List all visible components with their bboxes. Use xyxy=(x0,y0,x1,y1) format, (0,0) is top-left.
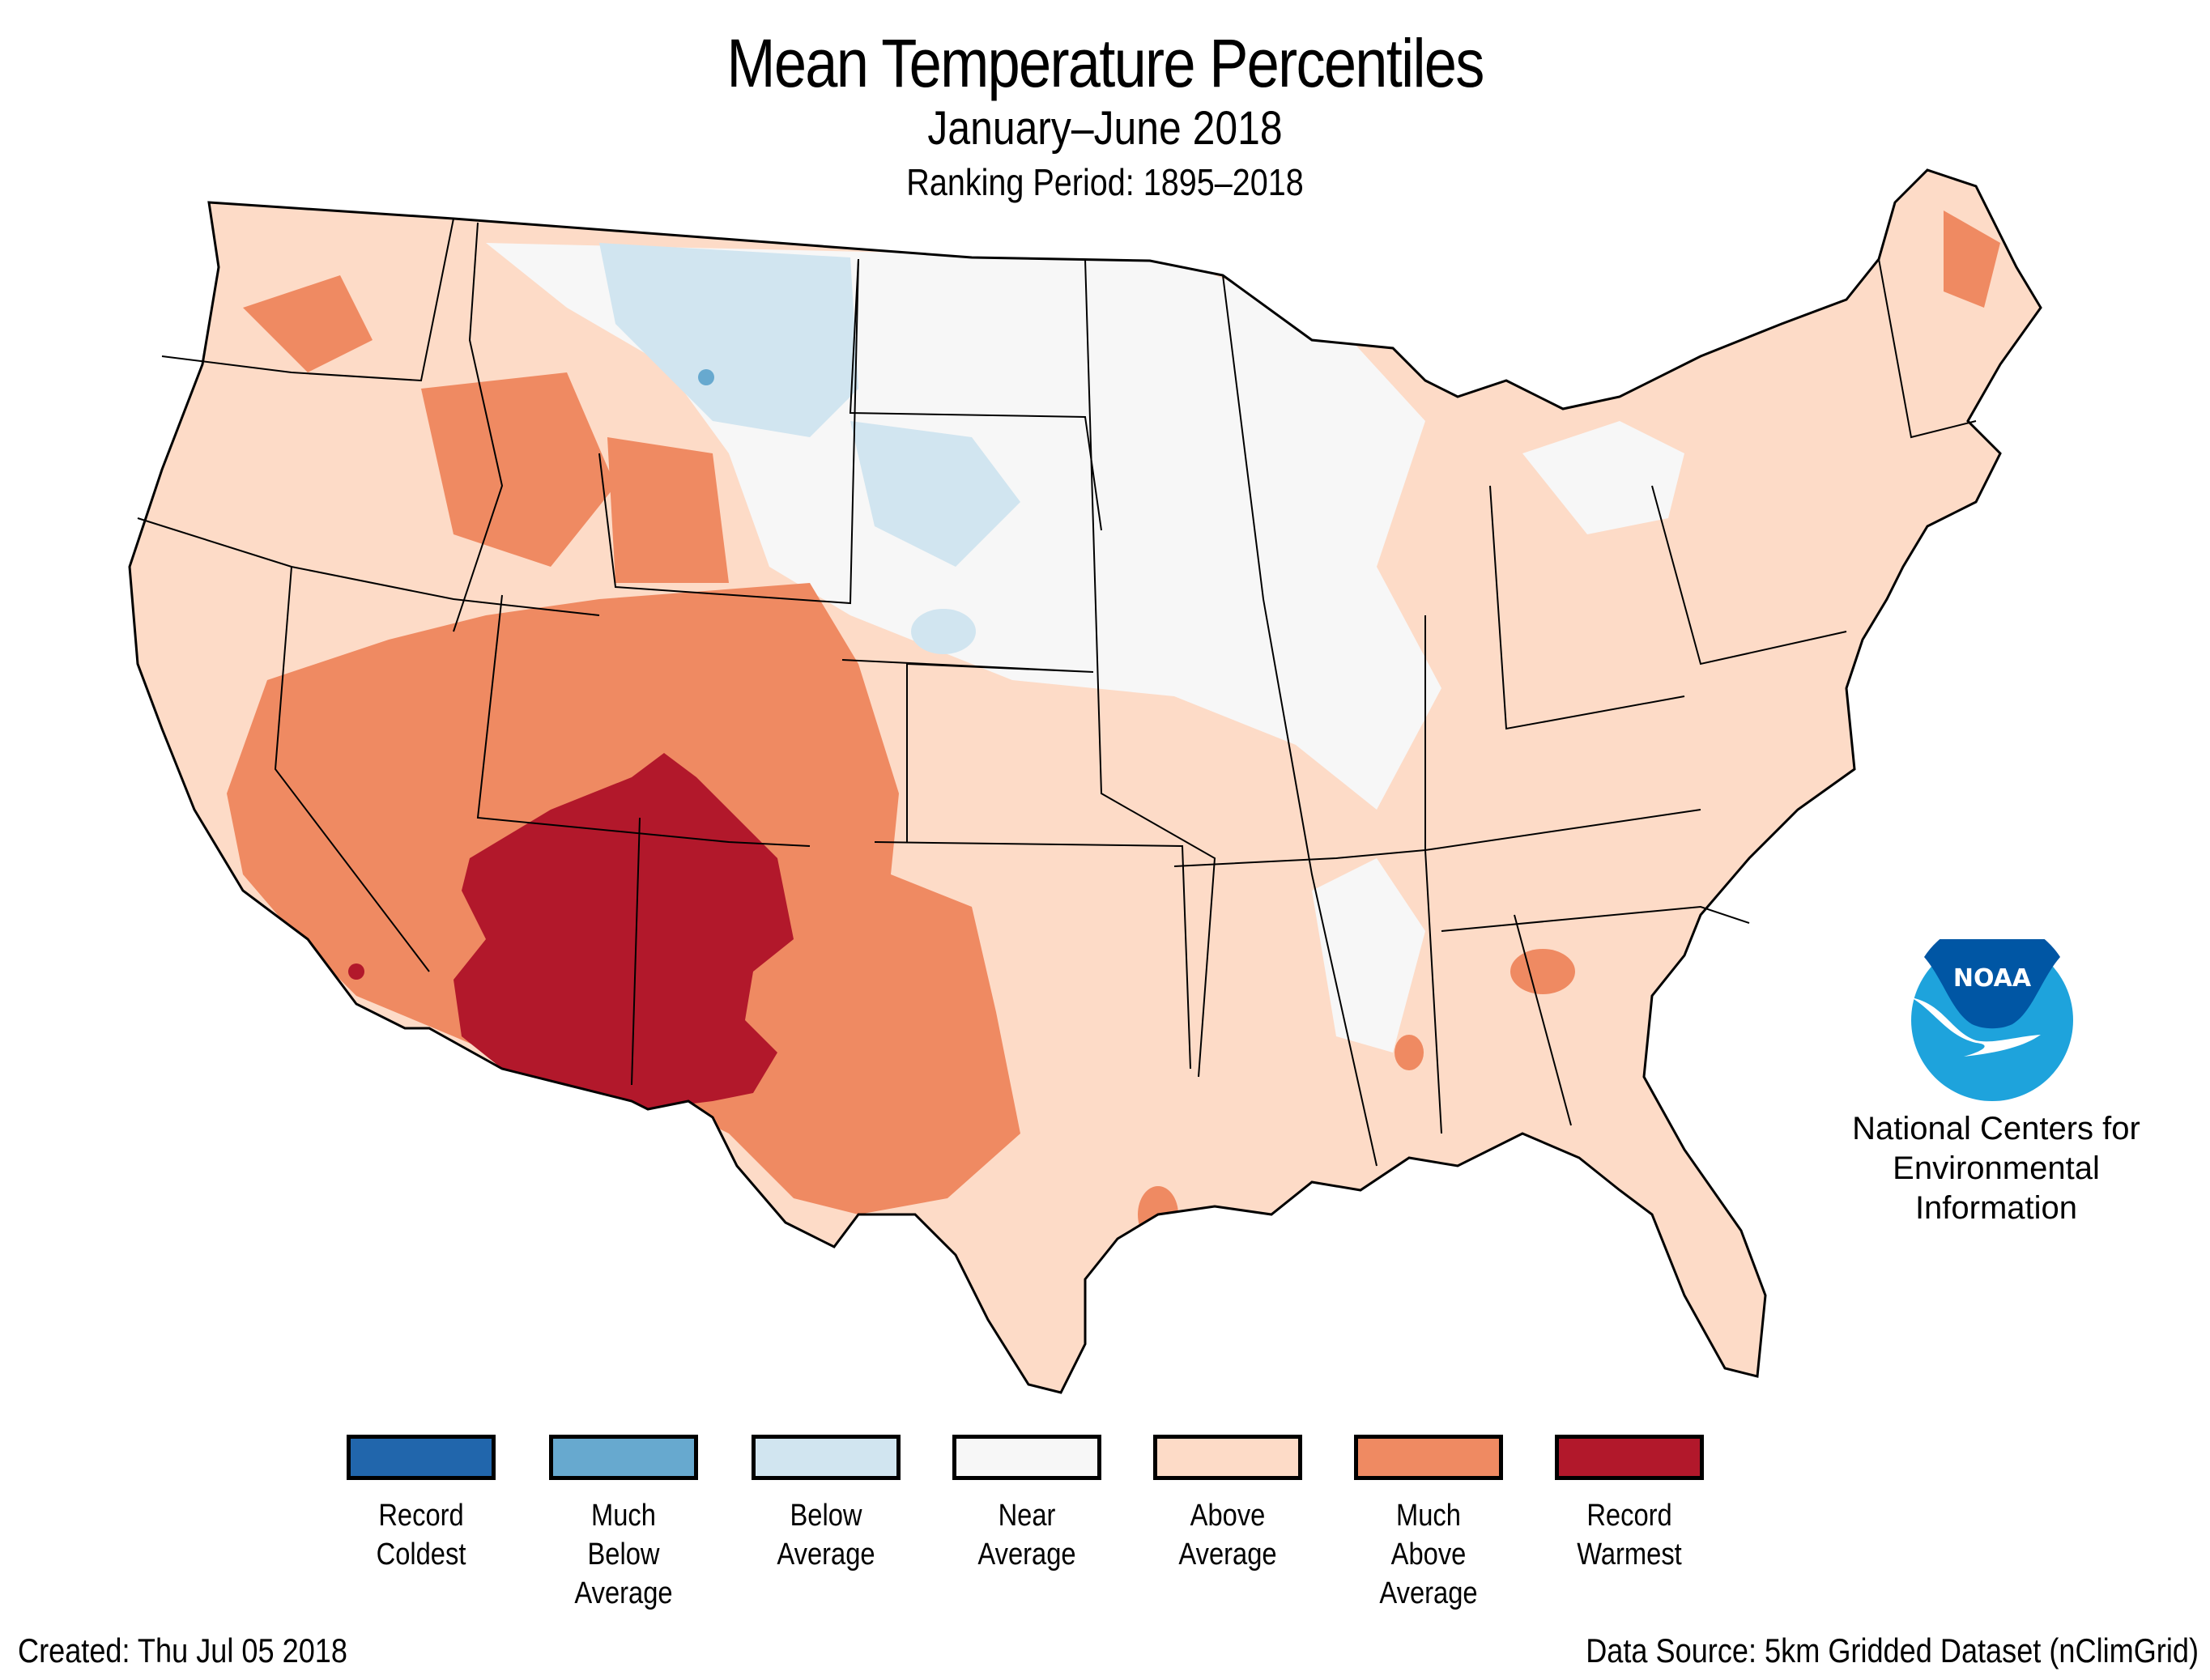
border-oh-pa xyxy=(1489,485,1685,730)
ranking-period: Ranking Period: 1895–2018 xyxy=(906,161,1304,203)
logo-text: NOAA xyxy=(1953,964,2032,993)
legend-swatch xyxy=(952,1435,1101,1480)
below-average-region-montana xyxy=(599,243,858,437)
legend-label: Average xyxy=(1178,1538,1277,1572)
border-tn-ky xyxy=(1173,809,1701,867)
state-borders xyxy=(137,218,1977,1167)
border-az-nm xyxy=(631,817,641,1086)
legend-item-below-average: Below Average xyxy=(745,1435,907,1574)
border-ca-nv xyxy=(274,566,430,972)
much-above-average-region-maine xyxy=(1944,211,2000,308)
legend-swatch xyxy=(1153,1435,1302,1480)
map-subtitle: January–June 2018 xyxy=(927,102,1283,155)
legend-item-near-average: Near Average xyxy=(946,1435,1108,1574)
border-dakotas xyxy=(849,258,1102,531)
legend-swatch xyxy=(347,1435,496,1480)
much-above-average-region-wyoming xyxy=(607,437,729,583)
legend-label: Record xyxy=(378,1499,464,1533)
legend-label: Record xyxy=(1586,1499,1672,1533)
legend-label: Above xyxy=(1190,1499,1266,1533)
record-warmest-region-southwest xyxy=(453,753,794,1109)
border-pa-ny xyxy=(1651,485,1847,666)
border-ok-tx xyxy=(874,841,1191,1070)
legend-item-record-coldest: Record Coldest xyxy=(340,1435,502,1574)
legend-label: Average xyxy=(977,1538,1076,1572)
much-above-average-region-mississippi xyxy=(1395,1035,1424,1070)
logo-sky xyxy=(1924,939,2060,1029)
near-average-region-ny xyxy=(1522,421,1684,534)
border-al-ga xyxy=(1514,914,1572,1126)
choropleth-layer xyxy=(130,170,2041,1393)
legend-label: Below xyxy=(790,1499,862,1533)
legend-swatch xyxy=(1555,1435,1704,1480)
border-mn-ia-mo xyxy=(1084,258,1216,1078)
border-ne-ks-co xyxy=(841,659,1094,842)
legend-swatch xyxy=(1354,1435,1503,1480)
map-title: Mean Temperature Percentiles xyxy=(726,25,1484,101)
legend-swatch xyxy=(549,1435,698,1480)
legend-item-record-warmest: Record Warmest xyxy=(1548,1435,1710,1574)
border-ga-sc xyxy=(1441,905,1750,932)
org-line: Environmental xyxy=(1893,1150,2100,1186)
legend-label: Warmest xyxy=(1577,1538,1682,1572)
legend-label: Average xyxy=(777,1538,875,1572)
organization-name: National Centers for Environmental Infor… xyxy=(1798,1109,2195,1228)
legend-label: Below xyxy=(587,1538,660,1572)
much-above-average-region-washington xyxy=(243,275,373,372)
legend-item-much-below-average: Much Below Average xyxy=(543,1435,705,1613)
org-line: Information xyxy=(1914,1190,2078,1226)
legend-swatch xyxy=(752,1435,901,1480)
border-or-ca-nv xyxy=(137,517,600,616)
border-id-mt xyxy=(453,222,504,632)
legend-label: Above xyxy=(1390,1538,1467,1572)
border-mississippi xyxy=(1222,274,1378,1167)
below-average-region-south-dakota xyxy=(850,421,1020,567)
below-average-region-nebraska xyxy=(911,609,976,654)
us-temperature-map xyxy=(128,168,2042,1394)
border-new-england xyxy=(1878,258,1977,439)
border-nv-ut-az xyxy=(476,594,811,847)
legend-label: Average xyxy=(1379,1576,1478,1610)
data-source: Data Source: 5km Gridded Dataset (nClimG… xyxy=(1586,1631,2199,1669)
legend-item-much-above-average: Much Above Average xyxy=(1348,1435,1510,1613)
border-wy xyxy=(598,258,859,605)
us-outline xyxy=(128,168,2042,1394)
legend-label: Near xyxy=(998,1499,1056,1533)
legend-label: Much xyxy=(591,1499,656,1533)
noaa-logo-icon: NOAA xyxy=(1911,939,2073,1101)
much-above-average-region-idaho xyxy=(421,372,615,567)
legend-label: Much xyxy=(1396,1499,1461,1533)
legend: Record Coldest Much Below Average Below … xyxy=(0,1435,2210,1621)
created-date: Created: Thu Jul 05 2018 xyxy=(18,1631,347,1669)
record-warmest-spot-california xyxy=(348,963,364,980)
legend-item-above-average: Above Average xyxy=(1147,1435,1309,1574)
legend-label: Coldest xyxy=(376,1538,466,1572)
border-wa-or-id xyxy=(161,218,454,382)
much-above-average-region-georgia xyxy=(1510,949,1575,994)
org-line: National Centers for xyxy=(1852,1111,2140,1146)
legend-label: Average xyxy=(574,1576,673,1610)
much-below-average-spot xyxy=(698,369,714,385)
logo-bird xyxy=(1911,997,2041,1057)
